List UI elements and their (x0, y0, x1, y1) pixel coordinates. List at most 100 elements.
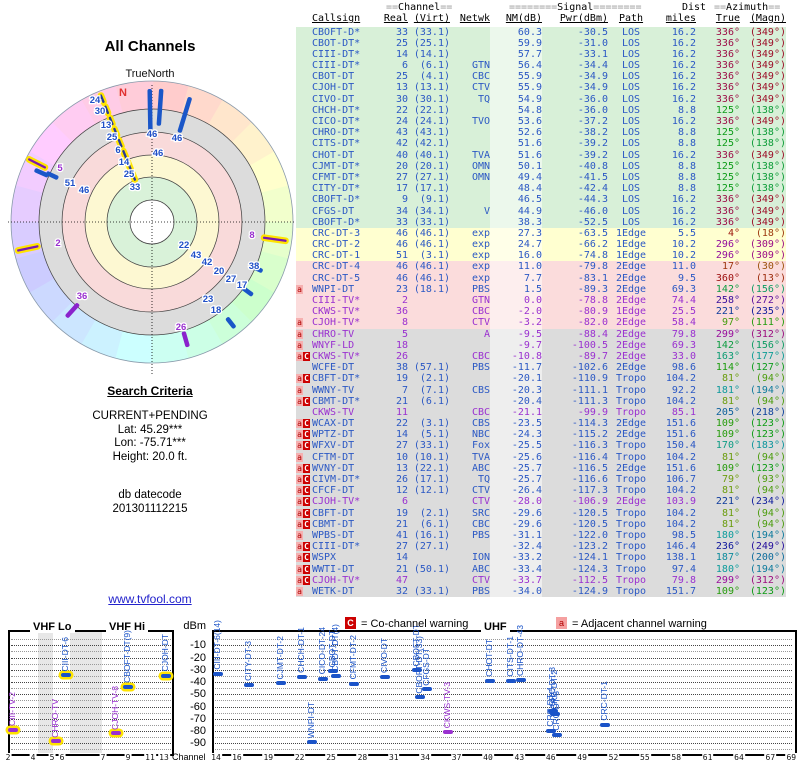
cell-noise-margin: -9.5 (490, 328, 542, 340)
radar-plot: 46 46462430132561425335514623626822434220… (8, 80, 294, 376)
compass-ring-segment (52, 99, 97, 143)
cell-power: -42.4 (577, 183, 608, 195)
channel-tick: 31 (387, 752, 400, 762)
cell-callsign: WCFE-DT (312, 362, 355, 374)
cell-callsign: WVNY-DT (312, 462, 355, 474)
cell-callsign: CHOT-DT (312, 149, 355, 161)
cell-real-channel: 13 (395, 82, 408, 94)
cell-azimuth-magnetic: (349°) (749, 26, 786, 38)
chart-marker-label: CRC-DT-1 (599, 680, 610, 721)
cell-distance: 8.8 (677, 127, 696, 139)
compass-ring-segment (180, 85, 224, 126)
cell-power: -116.3 (571, 440, 608, 452)
adjacent-warning-icon: a (296, 374, 303, 384)
table-row: CIVO-DT 30 (30.1) TQ 54.9 -36.0 LOS 16.2 336° (34… (296, 93, 786, 105)
cell-distance: 25.5 (671, 306, 696, 318)
table-row: CBOFT-D* 9 (9.1) 46.5 -44.3 LOS 16.2 336° (349°) (296, 194, 786, 206)
chart-marker (317, 676, 328, 681)
search-lat: Lat: 45.29*** (117, 423, 183, 436)
table-row: a C CBMT-DT* 21 (6.1) -20.4 -111.3 Tropo 104.2 81… (296, 395, 786, 407)
cell-path: 2Edge (615, 462, 647, 474)
cell-network: CTV (471, 574, 490, 586)
gridline (11, 657, 171, 659)
table-row: a C CBMT-DT 21 (6.1) CBC -29.6 -120.5 Tropo 104.2… (296, 518, 786, 530)
cell-callsign: CJOH-TV* (312, 317, 361, 329)
cell-azimuth-magnetic: (123°) (749, 585, 786, 597)
cell-azimuth-magnetic: (94°) (755, 451, 786, 463)
table-row: a WNPI-DT 23 (18.1) PBS 1.5 -89.3 2Edge 69.3 142°… (296, 283, 786, 295)
cell-noise-margin: 27.3 (490, 227, 542, 240)
cell-distance: 151.6 (665, 462, 696, 474)
cell-real-channel: 25 (395, 71, 408, 83)
cell-virtual-channel: (46.1) (413, 239, 450, 251)
dbm-tick: -60 (190, 700, 206, 713)
cell-callsign: CBOFT-D* (312, 216, 361, 228)
cell-network (450, 138, 490, 149)
gridline (215, 706, 792, 708)
cell-noise-margin: -33.2 (490, 552, 542, 564)
cell-real-channel: 17 (395, 183, 408, 195)
gridline (215, 737, 792, 739)
cell-distance: 151.7 (665, 585, 696, 597)
channel-tick: 46 (544, 752, 557, 762)
cell-real-channel: 14 (395, 48, 408, 60)
tvfool-link[interactable]: www.tvfool.com (108, 592, 192, 606)
gridline (11, 737, 171, 739)
cell-azimuth-magnetic: (156°) (749, 339, 786, 351)
cell-callsign: CICO-DT* (312, 116, 361, 127)
cell-power: -112.5 (571, 574, 608, 586)
cell-network: OMN (471, 171, 490, 183)
table-row: a C CJOH-TV* 6 CTV -28.0 -106.9 2Edge 103.9 221° (… (296, 496, 786, 508)
cell-callsign: CKWS-TV* (312, 350, 361, 362)
chart-marker-label: CIVO-DT (379, 638, 390, 674)
channel-tick: 58 (670, 752, 683, 762)
warning-flags (296, 206, 310, 217)
co-channel-warning-icon: C (303, 542, 310, 552)
cell-power: -114.3 (571, 418, 608, 430)
cell-virtual-channel: (30.1) (413, 93, 450, 105)
cell-network (450, 217, 490, 228)
cell-azimuth-true: 187° (715, 552, 740, 564)
cell-azimuth-true: 299° (715, 328, 740, 340)
channel-table-rows: CBOFT-D* 33 (33.1) 60.3 -30.5 LOS 16.2 336° (349… (296, 26, 786, 598)
radar-channel-label: 25 (107, 132, 118, 143)
cell-azimuth-true: 258° (715, 295, 740, 306)
compass-ring-segment (115, 81, 154, 114)
chart-marker (307, 740, 318, 745)
radar-channel-label: 23 (203, 294, 214, 305)
cell-virtual-channel: (27.1) (413, 171, 450, 183)
cell-network (450, 127, 490, 138)
cell-azimuth-magnetic: (349°) (749, 71, 786, 83)
cell-callsign: CFGS-DT (312, 205, 355, 217)
cell-noise-margin: 55.9 (490, 71, 542, 83)
cell-distance: 16.2 (671, 93, 696, 105)
cell-power: -34.9 (577, 82, 608, 94)
cell-power: -39.2 (577, 149, 608, 161)
cell-azimuth-magnetic: (194°) (749, 384, 786, 396)
cell-azimuth-true: 81° (721, 395, 740, 407)
cell-path: LOS (621, 104, 641, 116)
cell-azimuth-magnetic: (249°) (749, 541, 786, 553)
cell-real-channel: 34 (395, 205, 408, 217)
cell-callsign: CJMT-DT* (312, 160, 361, 172)
cell-path: LOS (621, 37, 641, 49)
band-title-uhf: UHF (481, 621, 510, 633)
cell-path: LOS (621, 127, 641, 139)
cell-real-channel: 2 (401, 295, 408, 306)
cell-power: -44.3 (577, 194, 608, 206)
cell-virtual-channel: (46.1) (413, 227, 450, 239)
cell-path: LOS (621, 71, 641, 83)
cell-azimuth-magnetic: (349°) (749, 93, 786, 105)
cell-virtual-channel: (57.1) (413, 362, 450, 374)
radar-channel-label: 27 (226, 274, 237, 285)
cell-power: -106.9 (571, 496, 608, 508)
cell-noise-margin: -29.6 (490, 507, 542, 519)
cell-real-channel: 21 (395, 518, 408, 530)
gridline (11, 675, 171, 677)
cell-azimuth-true: 79° (721, 474, 740, 485)
co-channel-warning-icon: C (303, 575, 310, 585)
